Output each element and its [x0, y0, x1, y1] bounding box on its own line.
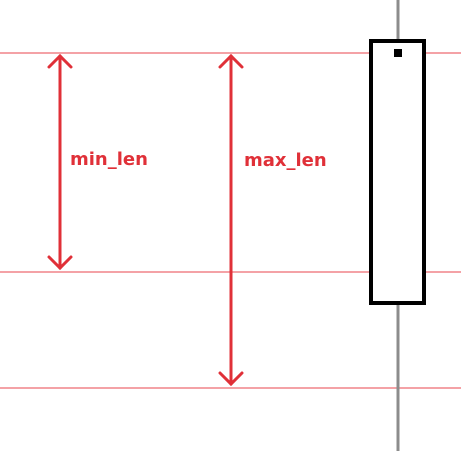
min-len-label: min_len [70, 149, 148, 170]
min-len-arrow [47, 53, 73, 271]
box-marker [394, 49, 402, 57]
slider-box [369, 39, 426, 305]
max-len-arrow [218, 53, 244, 387]
max-len-label: max_len [244, 150, 327, 171]
